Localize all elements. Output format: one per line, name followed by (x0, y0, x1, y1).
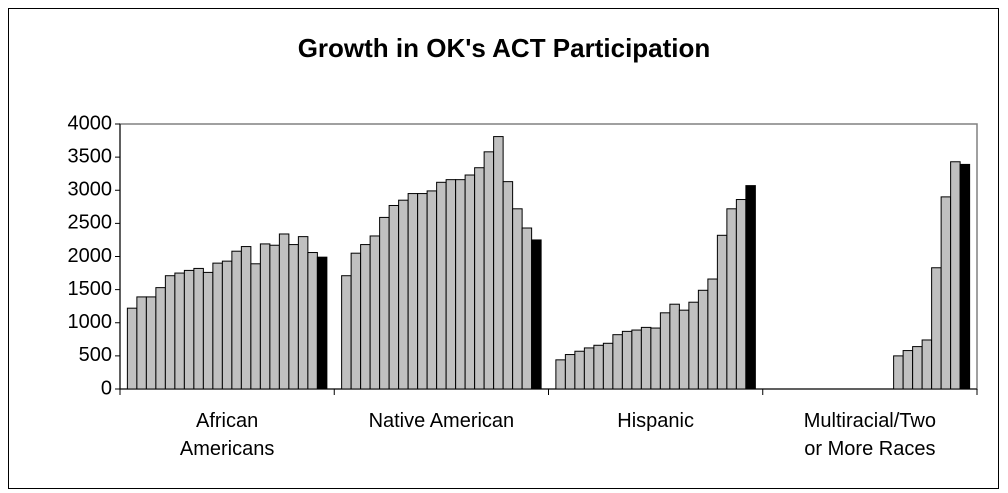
bar (950, 161, 961, 390)
bar (426, 190, 438, 390)
bar (398, 199, 409, 390)
bar (707, 278, 718, 390)
bar (593, 344, 604, 390)
bar (407, 193, 419, 390)
bar (164, 275, 176, 390)
bar (521, 227, 533, 390)
bar (307, 252, 318, 390)
bar (360, 244, 371, 390)
x-tick-label-line: African (196, 410, 258, 432)
bar (316, 256, 328, 390)
bar (531, 239, 542, 390)
x-tick-label-line: Hispanic (617, 410, 694, 432)
bar (145, 296, 157, 390)
bar (155, 287, 166, 390)
bar (455, 179, 466, 390)
bar (921, 339, 933, 390)
y-tick-label: 1500 (68, 278, 113, 300)
bar (240, 246, 252, 390)
bar (688, 301, 699, 390)
bar (126, 307, 138, 390)
bar (436, 181, 447, 390)
bar (940, 196, 952, 390)
bar (350, 252, 362, 390)
bar (445, 179, 457, 390)
y-tick-label: 0 (101, 377, 112, 399)
bar (136, 296, 147, 390)
bar (297, 236, 309, 390)
bar (174, 272, 185, 390)
bar (726, 208, 737, 390)
bar (574, 350, 585, 390)
bar (931, 267, 942, 390)
bar (612, 334, 623, 390)
x-tick-label-line: Native American (369, 410, 515, 432)
y-tick-label: 4000 (68, 112, 113, 134)
y-tick-label: 2000 (68, 245, 113, 267)
bar (512, 208, 523, 390)
y-tick-label: 3500 (68, 145, 113, 167)
x-tick-label: Hispanic (617, 410, 694, 432)
bar (369, 235, 381, 390)
bar (278, 233, 290, 390)
x-tick-label: African Americans (180, 410, 274, 460)
bar (893, 355, 904, 390)
bar (269, 244, 280, 390)
bar (193, 267, 204, 390)
bar (502, 181, 514, 390)
x-tick-label-line: Americans (180, 438, 274, 460)
bar (959, 163, 971, 390)
chart-title: Growth in OK's ACT Participation (298, 33, 711, 63)
x-tick-label: Native American (369, 410, 515, 432)
x-tick-label-line: Multiracial/Two (804, 410, 936, 432)
bar (555, 359, 566, 390)
bar (678, 309, 690, 390)
bar (602, 342, 614, 390)
bar (474, 167, 485, 390)
bar (583, 347, 595, 390)
bar (564, 354, 576, 390)
bar (716, 234, 728, 390)
bar (669, 303, 680, 390)
bar (379, 216, 390, 390)
bar (341, 275, 352, 390)
bar (483, 151, 495, 390)
bar (221, 260, 233, 390)
bar (640, 326, 652, 390)
bar (417, 193, 428, 390)
y-tick-label: 500 (79, 344, 112, 366)
y-tick-label: 3000 (68, 179, 113, 201)
bar (650, 327, 661, 390)
x-tick-label-line: or More Races (804, 438, 935, 460)
bar (464, 174, 476, 390)
bar (745, 185, 756, 390)
x-tick-label: Multiracial/Two or More Races (804, 410, 936, 460)
bar (231, 250, 242, 390)
y-tick-label: 2500 (68, 212, 113, 234)
bar (659, 312, 671, 390)
bar (631, 329, 642, 390)
bar (202, 271, 214, 390)
bar (259, 243, 271, 390)
bar (493, 136, 504, 390)
bar (902, 350, 914, 390)
bar (697, 289, 709, 390)
bar (388, 204, 400, 390)
y-tick-label: 1000 (68, 311, 113, 333)
bar (288, 244, 299, 390)
bar (912, 346, 923, 390)
bar (250, 263, 261, 390)
bar (621, 330, 633, 390)
bar (735, 199, 747, 390)
bar (212, 262, 223, 390)
bar (183, 269, 195, 390)
